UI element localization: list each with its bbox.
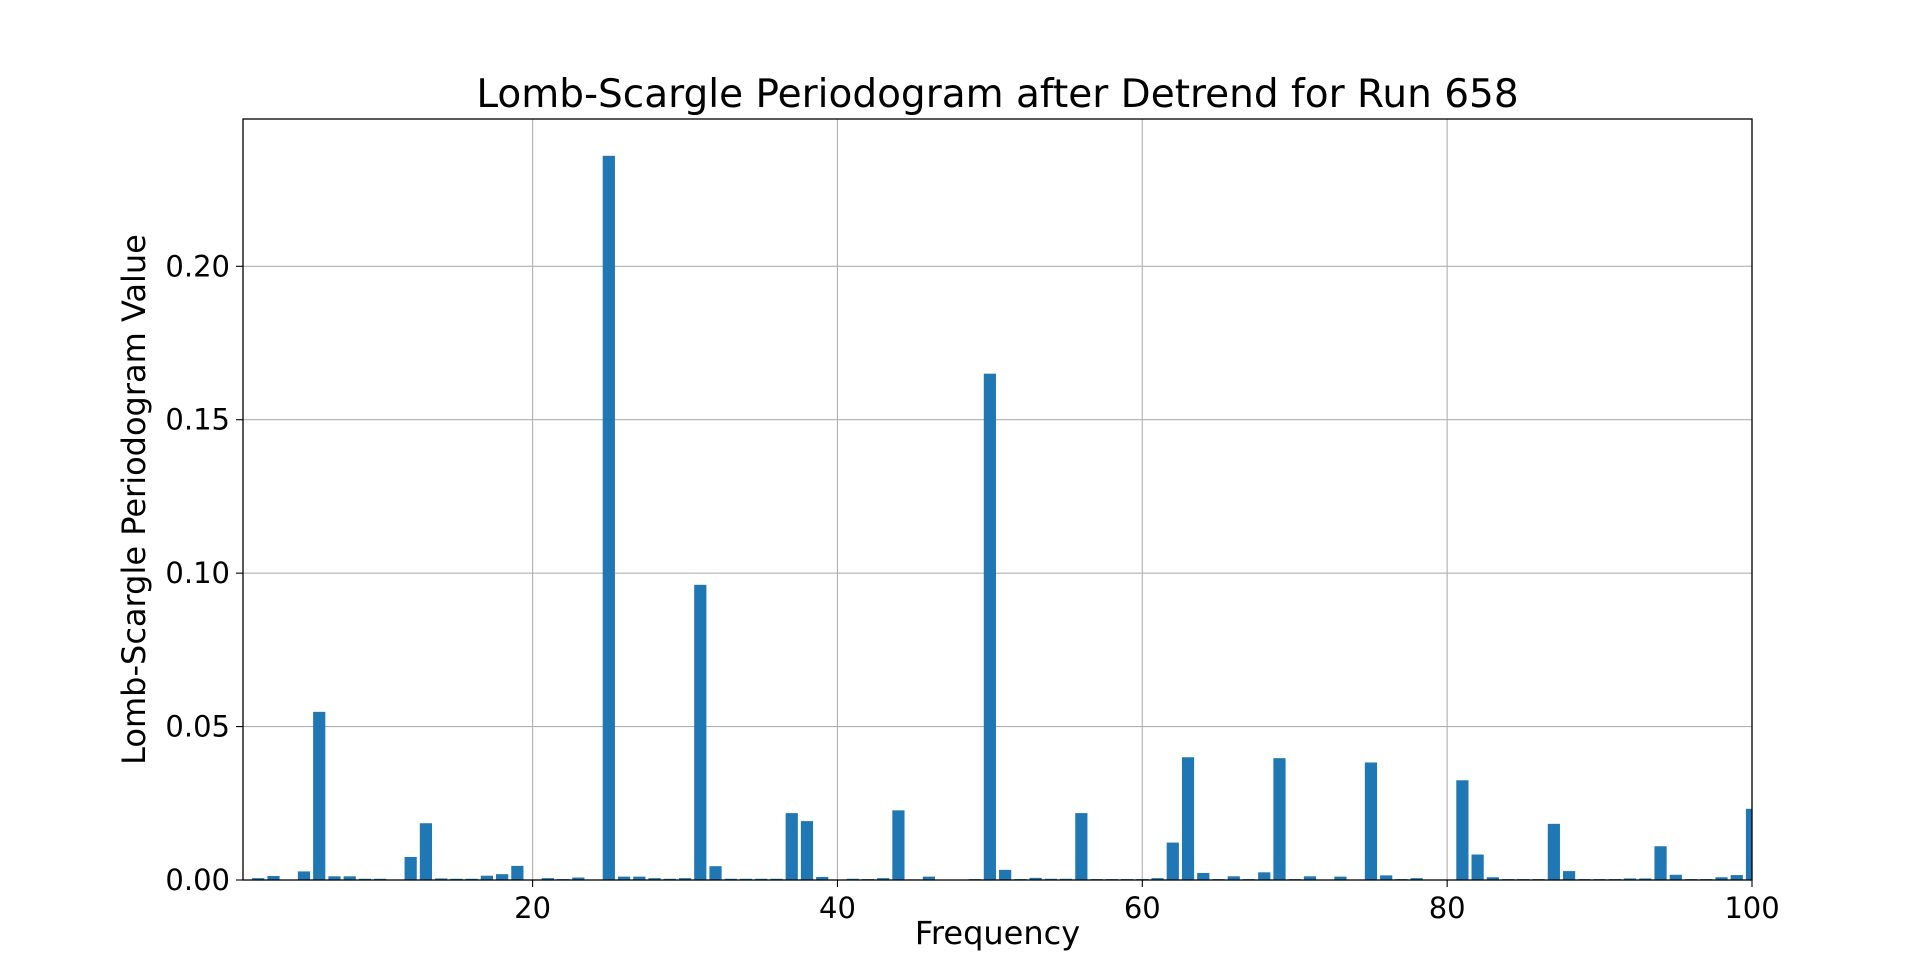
bar (877, 878, 890, 880)
bar (709, 866, 722, 880)
bar (999, 869, 1012, 880)
grid-lines (243, 119, 1753, 881)
bar (633, 876, 646, 880)
bar (1334, 876, 1347, 880)
bar (1715, 877, 1728, 880)
bar (1639, 878, 1652, 880)
y-tick-label: 0.00 (165, 863, 230, 897)
y-ticks: 0.00 0.05 0.10 0.15 0.20 (165, 249, 243, 897)
bar (480, 875, 493, 880)
bar (496, 874, 509, 880)
bar (1258, 872, 1271, 880)
bar (922, 876, 936, 880)
bars (252, 155, 1752, 881)
x-tick-label: 20 (514, 891, 551, 925)
bar (1410, 878, 1423, 880)
bar (343, 876, 356, 880)
bar (1181, 757, 1195, 880)
bar (1456, 780, 1469, 880)
bar (983, 373, 996, 880)
bar (678, 878, 692, 880)
bar (511, 865, 524, 880)
bar (1029, 877, 1042, 880)
x-tick-label: 80 (1429, 891, 1466, 925)
bar (694, 584, 707, 880)
bar (404, 856, 417, 880)
bar (1669, 874, 1682, 880)
x-tick-label: 60 (1124, 891, 1161, 925)
bar (1166, 842, 1179, 880)
bar (1730, 875, 1743, 880)
x-tick-label: 40 (819, 891, 856, 925)
bar (572, 877, 585, 880)
bar (785, 813, 798, 880)
bar (1075, 813, 1088, 880)
bar (648, 878, 661, 880)
x-ticks: 20 40 60 80 100 (514, 880, 1780, 925)
bar (617, 876, 631, 880)
bar (1380, 875, 1393, 880)
bar (297, 871, 311, 880)
x-axis-label: Frequency (915, 914, 1080, 952)
bar (1562, 871, 1576, 880)
bar (1486, 877, 1499, 880)
bar (816, 876, 829, 880)
y-axis-label: Lomb-Scargle Periodogram Value (115, 234, 153, 765)
bar (602, 155, 615, 881)
bar (1151, 878, 1164, 880)
plot-frame (242, 118, 1753, 881)
bar (267, 876, 280, 880)
bar (1227, 876, 1240, 880)
bar (435, 878, 448, 880)
y-tick-label: 0.20 (165, 249, 230, 283)
y-tick-label: 0.15 (165, 403, 230, 437)
bar (1547, 823, 1560, 880)
bar (892, 810, 905, 880)
bar (1745, 808, 1752, 880)
bar (252, 878, 265, 880)
chart-title: Lomb-Scargle Periodogram after Detrend f… (476, 72, 1518, 117)
bar (313, 711, 326, 880)
bar (1471, 854, 1484, 880)
bar (1197, 872, 1210, 880)
bar (419, 823, 433, 880)
bar (1303, 876, 1317, 880)
bar (1273, 758, 1286, 880)
bar (800, 821, 814, 880)
bar (328, 876, 341, 880)
bar (1623, 878, 1637, 880)
x-tick-label: 100 (1724, 891, 1779, 925)
y-tick-label: 0.10 (165, 556, 230, 590)
bar (541, 878, 554, 880)
y-tick-label: 0.05 (165, 710, 230, 744)
bar (1654, 846, 1667, 880)
bar (1364, 762, 1378, 880)
